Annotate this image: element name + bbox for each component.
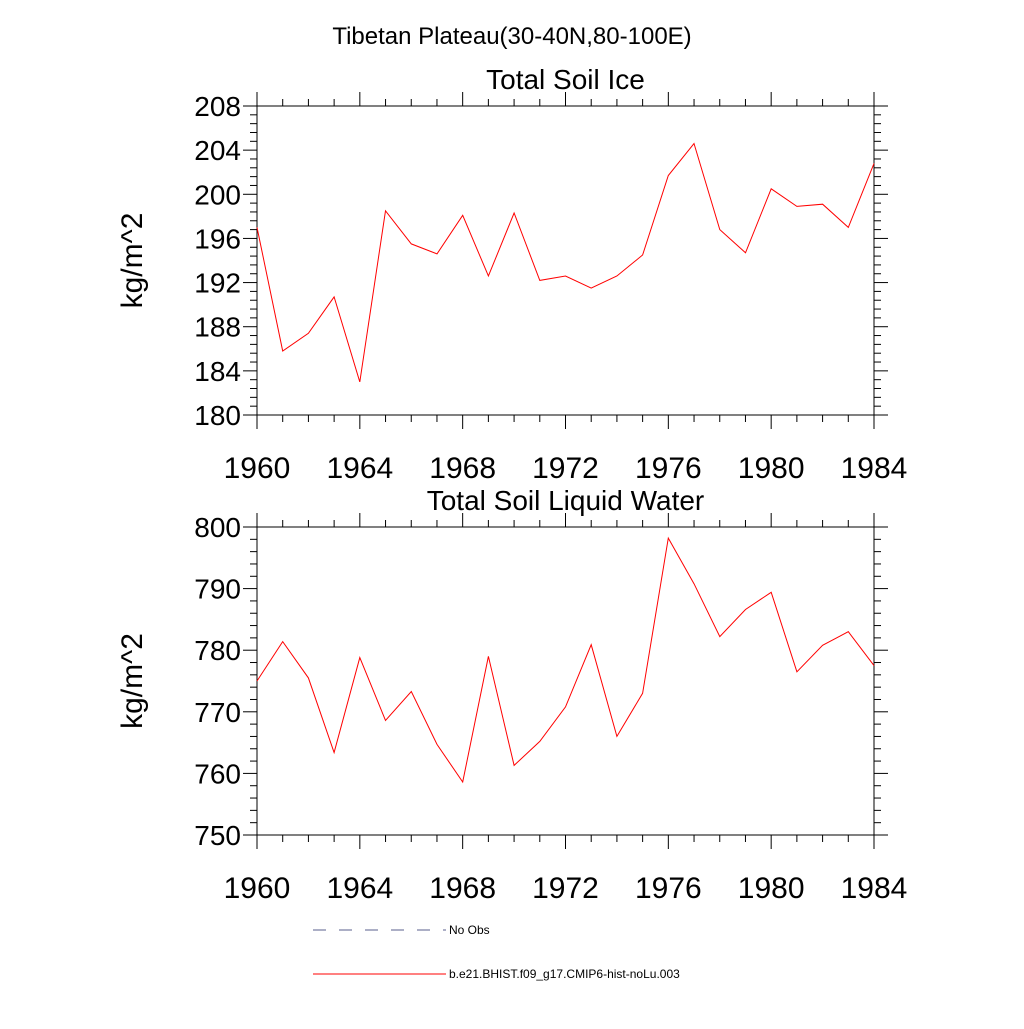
panel-title: Total Soil Liquid Water xyxy=(427,485,705,516)
y-tick-label: 180 xyxy=(194,400,241,431)
y-tick-label: 204 xyxy=(194,135,241,166)
y-tick-label: 208 xyxy=(194,91,241,122)
y-axis-label: kg/m^2 xyxy=(116,213,149,309)
x-tick-label: 1984 xyxy=(841,872,908,905)
panel-0: 1960 1964 1968 1972 1976 1980 1984 180 184 188 192… xyxy=(116,64,907,485)
x-tick-label: 1972 xyxy=(532,452,599,485)
panel-1: 1960 1964 1968 1972 1976 1980 1984 750 760 770 780… xyxy=(116,485,907,905)
y-tick-label: 800 xyxy=(194,512,241,543)
plot-frame xyxy=(256,526,875,836)
y-tick-label: 184 xyxy=(194,356,241,387)
plot-frame xyxy=(256,105,875,416)
panel-title: Total Soil Ice xyxy=(486,64,645,95)
y-tick-label: 760 xyxy=(194,758,241,789)
y-tick-label: 780 xyxy=(194,635,241,666)
x-tick-label: 1960 xyxy=(224,872,291,905)
legend: No Obs b.e21.BHIST.f09_g17.CMIP6-hist-no… xyxy=(313,923,680,981)
y-tick-label: 188 xyxy=(194,312,241,343)
x-tick-label: 1968 xyxy=(429,872,496,905)
x-tick-label: 1984 xyxy=(841,452,908,485)
x-tick-label: 1980 xyxy=(738,872,805,905)
series-line xyxy=(256,142,875,383)
legend-model-label: b.e21.BHIST.f09_g17.CMIP6-hist-noLu.003 xyxy=(449,967,680,981)
y-tick-label: 192 xyxy=(194,268,241,299)
x-tick-label: 1976 xyxy=(635,872,702,905)
y-tick-label: 750 xyxy=(194,820,241,851)
x-tick-label: 1964 xyxy=(326,872,393,905)
x-tick-label: 1972 xyxy=(532,872,599,905)
figure-title: Tibetan Plateau(30-40N,80-100E) xyxy=(332,23,691,50)
y-tick-label: 790 xyxy=(194,574,241,605)
y-axis-label: kg/m^2 xyxy=(116,633,149,729)
y-tick-label: 196 xyxy=(194,223,241,254)
x-tick-label: 1960 xyxy=(224,452,291,485)
x-tick-label: 1968 xyxy=(429,452,496,485)
x-tick-label: 1976 xyxy=(635,452,702,485)
y-tick-label: 770 xyxy=(194,697,241,728)
series-line xyxy=(256,536,875,784)
x-tick-label: 1964 xyxy=(326,452,393,485)
legend-no-obs-label: No Obs xyxy=(449,923,490,937)
panels: 1960 1964 1968 1972 1976 1980 1984 180 184 188 192… xyxy=(116,64,907,905)
y-tick-label: 200 xyxy=(194,179,241,210)
x-tick-label: 1980 xyxy=(738,452,805,485)
